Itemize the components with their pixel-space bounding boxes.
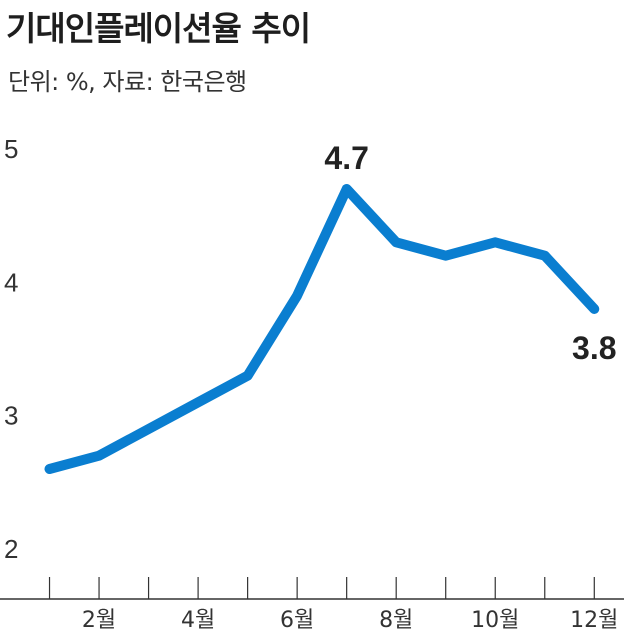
x-tick-label: 2월 xyxy=(82,608,116,633)
y-tick-label: 5 xyxy=(4,134,18,164)
x-tick-label: 12월 xyxy=(570,608,618,633)
x-axis-ticks: 2월 4월 6월 8월 10월 12월 xyxy=(48,577,618,633)
data-label: 3.8 xyxy=(572,330,616,366)
x-tick-label: 4월 xyxy=(181,608,215,633)
y-tick-label: 2 xyxy=(4,534,18,564)
y-tick-label: 3 xyxy=(4,401,18,431)
data-label: 4.7 xyxy=(324,140,368,176)
y-axis-ticks: 2 3 4 5 xyxy=(4,134,18,564)
chart-title: 기대인플레이션율 추이 xyxy=(6,9,311,48)
x-tick-label: 6월 xyxy=(280,608,314,633)
chart-subtitle: 단위: %, 자료: 한국은행 xyxy=(8,68,247,96)
x-tick-label: 8월 xyxy=(379,608,413,633)
x-tick-label: 10월 xyxy=(471,608,519,633)
y-tick-label: 4 xyxy=(4,267,18,297)
data-labels: 4.7 3.8 xyxy=(324,140,616,366)
series-line xyxy=(44,184,600,474)
